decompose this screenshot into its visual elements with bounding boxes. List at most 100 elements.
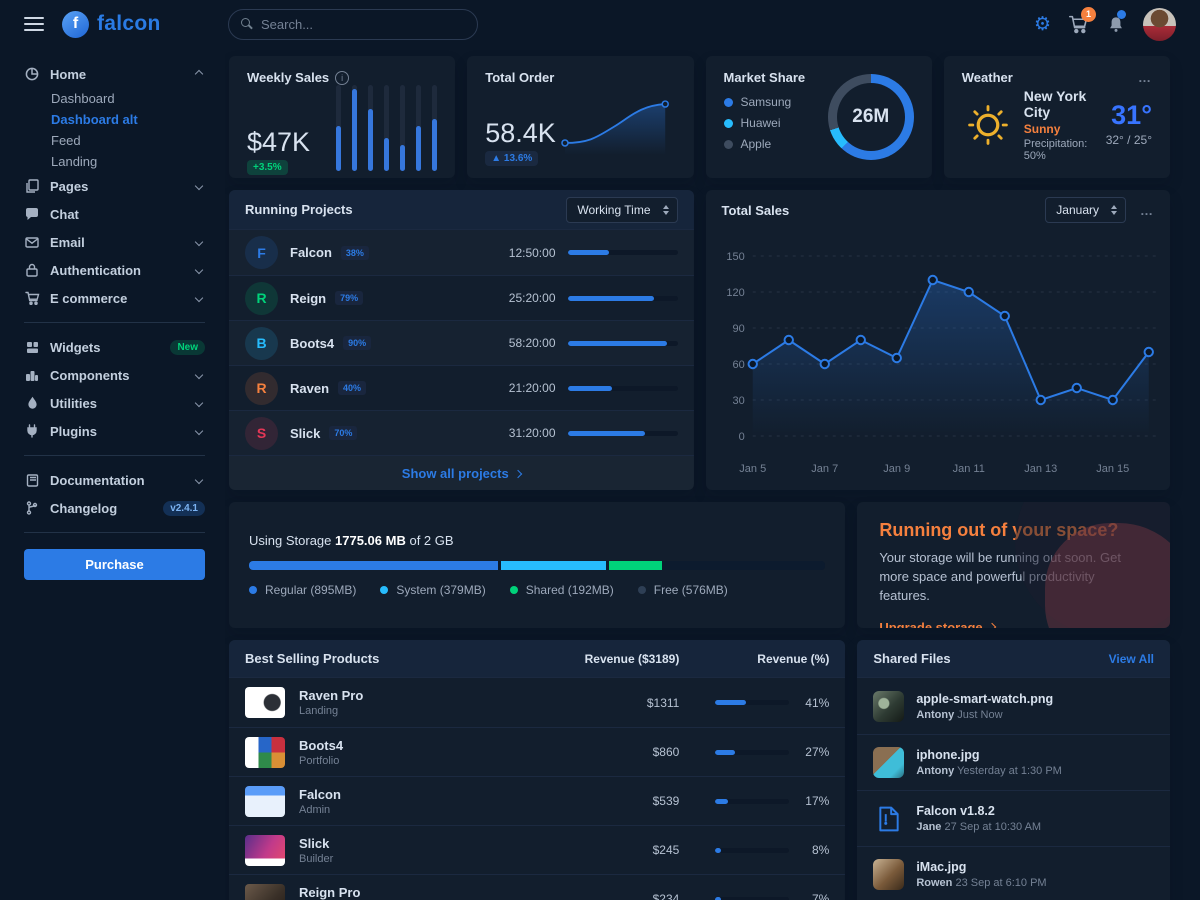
chevron-down-icon [194, 293, 204, 303]
product-name[interactable]: Falcon [299, 786, 341, 802]
project-name: Falcon [290, 245, 332, 260]
shared-file-item[interactable]: iMac.jpg Rowen 23 Sep at 6:10 PM [857, 846, 1170, 900]
sidebar-item-landing[interactable]: Landing [51, 154, 98, 169]
project-progress-bar [567, 340, 678, 346]
legend-item: Free (576MB) [637, 583, 728, 597]
sidebar-divider [24, 455, 205, 456]
storage-segment [608, 561, 663, 570]
project-time: 31:20:00 [508, 426, 556, 440]
weekly-sales-value: $47K [247, 127, 311, 157]
product-row: Raven Pro Landing $1311 41% [229, 678, 845, 727]
legend-dot [509, 586, 518, 594]
shared-file-item[interactable]: Falcon v1.8.2 Jane 27 Sep at 10:30 AM [857, 790, 1170, 846]
project-row: B Boots4 90% 58:20:00 [229, 320, 694, 365]
select-caret-icon [1111, 205, 1117, 215]
falcon-logo-icon: f [62, 10, 89, 38]
sidebar-label: Utilities [50, 395, 97, 411]
upgrade-space-card: Running out of your space? Your storage … [857, 502, 1170, 628]
market-share-legend: Samsung Huawei Apple [723, 95, 806, 151]
storage-used: 1775.06 MB [335, 533, 406, 548]
project-avatar: B [245, 326, 278, 360]
chevron-down-icon [194, 426, 204, 436]
sidebar-item-feed[interactable]: Feed [51, 133, 81, 148]
sidebar-item-changelog[interactable]: Changelog v2.4.1 [24, 494, 205, 522]
storage-segment [249, 561, 498, 570]
sidebar-item-home[interactable]: Home [24, 60, 205, 88]
svg-text:0: 0 [738, 431, 744, 443]
user-avatar[interactable] [1143, 7, 1176, 41]
month-select[interactable]: January [1045, 197, 1126, 223]
project-name: Raven [290, 380, 330, 396]
top-navbar: f falcon ⚙ 1 [0, 0, 1200, 48]
product-name[interactable]: Raven Pro [299, 688, 364, 703]
upgrade-storage-link[interactable]: Upgrade storage [879, 620, 1148, 628]
search-box [228, 8, 478, 40]
notifications-bell-icon[interactable] [1106, 9, 1126, 35]
revenue-percent-bar [715, 847, 790, 853]
file-author: Rowen [916, 877, 953, 889]
legend-label: Apple [740, 137, 772, 151]
link-label: Show all projects [401, 466, 509, 481]
total-sales-line-chart: 0 30 60 90 120 150 Jan 5 Jan 7 Jan 9 Jan 11 Jan 13… [706, 230, 1171, 490]
chevron-right-icon [513, 469, 522, 478]
product-revenue: $245 [652, 843, 680, 857]
project-progress-bar [567, 295, 678, 301]
search-input[interactable] [228, 8, 478, 40]
running-projects-title: Running Projects [245, 202, 353, 217]
settings-gear-icon[interactable]: ⚙ [1033, 12, 1051, 35]
product-percent: 27% [805, 745, 830, 759]
file-time: Yesterday at 1:30 PM [957, 765, 1062, 777]
sidebar-item-dashboard-alt[interactable]: Dashboard alt [51, 112, 138, 127]
product-name[interactable]: Slick [299, 835, 330, 851]
chevron-down-icon [194, 370, 204, 380]
cart-icon[interactable]: 1 [1068, 6, 1096, 35]
revenue-percent-column-header: Revenue (%) [757, 651, 830, 666]
book-icon [24, 473, 40, 487]
sidebar-item-documentation[interactable]: Documentation [24, 466, 205, 494]
sidebar-item-utilities[interactable]: Utilities [24, 389, 205, 417]
product-name[interactable]: Reign Pro [299, 884, 361, 900]
info-icon[interactable]: i [335, 70, 350, 85]
product-thumbnail [245, 687, 285, 718]
sidebar-item-authentication[interactable]: Authentication [24, 256, 205, 284]
product-category: Portfolio [299, 754, 340, 767]
product-category: Landing [299, 705, 339, 717]
space-card-title: Running out of your space? [879, 520, 1119, 540]
project-row: F Falcon 38% 12:50:00 [229, 230, 694, 275]
ellipsis-menu-icon[interactable]: … [1140, 202, 1154, 218]
ellipsis-menu-icon[interactable]: … [1138, 70, 1152, 85]
purchase-button[interactable]: Purchase [24, 549, 205, 580]
sidebar-item-dashboard[interactable]: Dashboard [51, 91, 115, 106]
svg-text:90: 90 [732, 323, 744, 335]
svg-text:Jan 11: Jan 11 [952, 463, 984, 475]
view-all-link[interactable]: View All [1108, 651, 1154, 666]
show-all-projects-link[interactable]: Show all projects [229, 455, 694, 490]
shared-file-item[interactable]: iphone.jpg Antony Yesterday at 1:30 PM [857, 734, 1170, 790]
legend-label: Shared (192MB) [525, 583, 614, 597]
sidebar-item-email[interactable]: Email [24, 228, 205, 256]
legend-dot [637, 586, 646, 594]
shared-file-item[interactable]: apple-smart-watch.png Antony Just Now [857, 678, 1170, 734]
best-selling-title: Best Selling Products [245, 651, 380, 666]
project-percent-badge: 38% [340, 245, 369, 260]
product-revenue: $1311 [646, 695, 680, 710]
sidebar-item-plugins[interactable]: Plugins [24, 417, 205, 445]
working-time-select[interactable]: Working Time [566, 196, 678, 223]
legend-item: Regular (895MB) [249, 583, 356, 597]
svg-text:Jan 7: Jan 7 [811, 463, 838, 475]
legend-item: Shared (192MB) [509, 583, 614, 597]
sidebar-label: Chat [50, 206, 79, 222]
sidebar-item-pages[interactable]: Pages [24, 172, 205, 200]
chat-icon [24, 207, 40, 221]
sidebar-item-components[interactable]: Components [24, 361, 205, 389]
sidebar-item-ecommerce[interactable]: E commerce [24, 284, 205, 312]
running-projects-card: Running Projects Working Time F Falcon 3… [229, 190, 694, 490]
sidebar-item-widgets[interactable]: Widgets New [24, 333, 205, 361]
brand-logo[interactable]: f falcon [62, 10, 224, 38]
product-name[interactable]: Boots4 [299, 737, 344, 753]
hamburger-menu-icon[interactable] [24, 17, 44, 31]
file-author: Antony [916, 765, 955, 777]
sidebar-item-chat[interactable]: Chat [24, 200, 205, 228]
legend-item: System (379MB) [380, 583, 486, 597]
space-card-body: Your storage will be running out soon. G… [879, 550, 1121, 603]
